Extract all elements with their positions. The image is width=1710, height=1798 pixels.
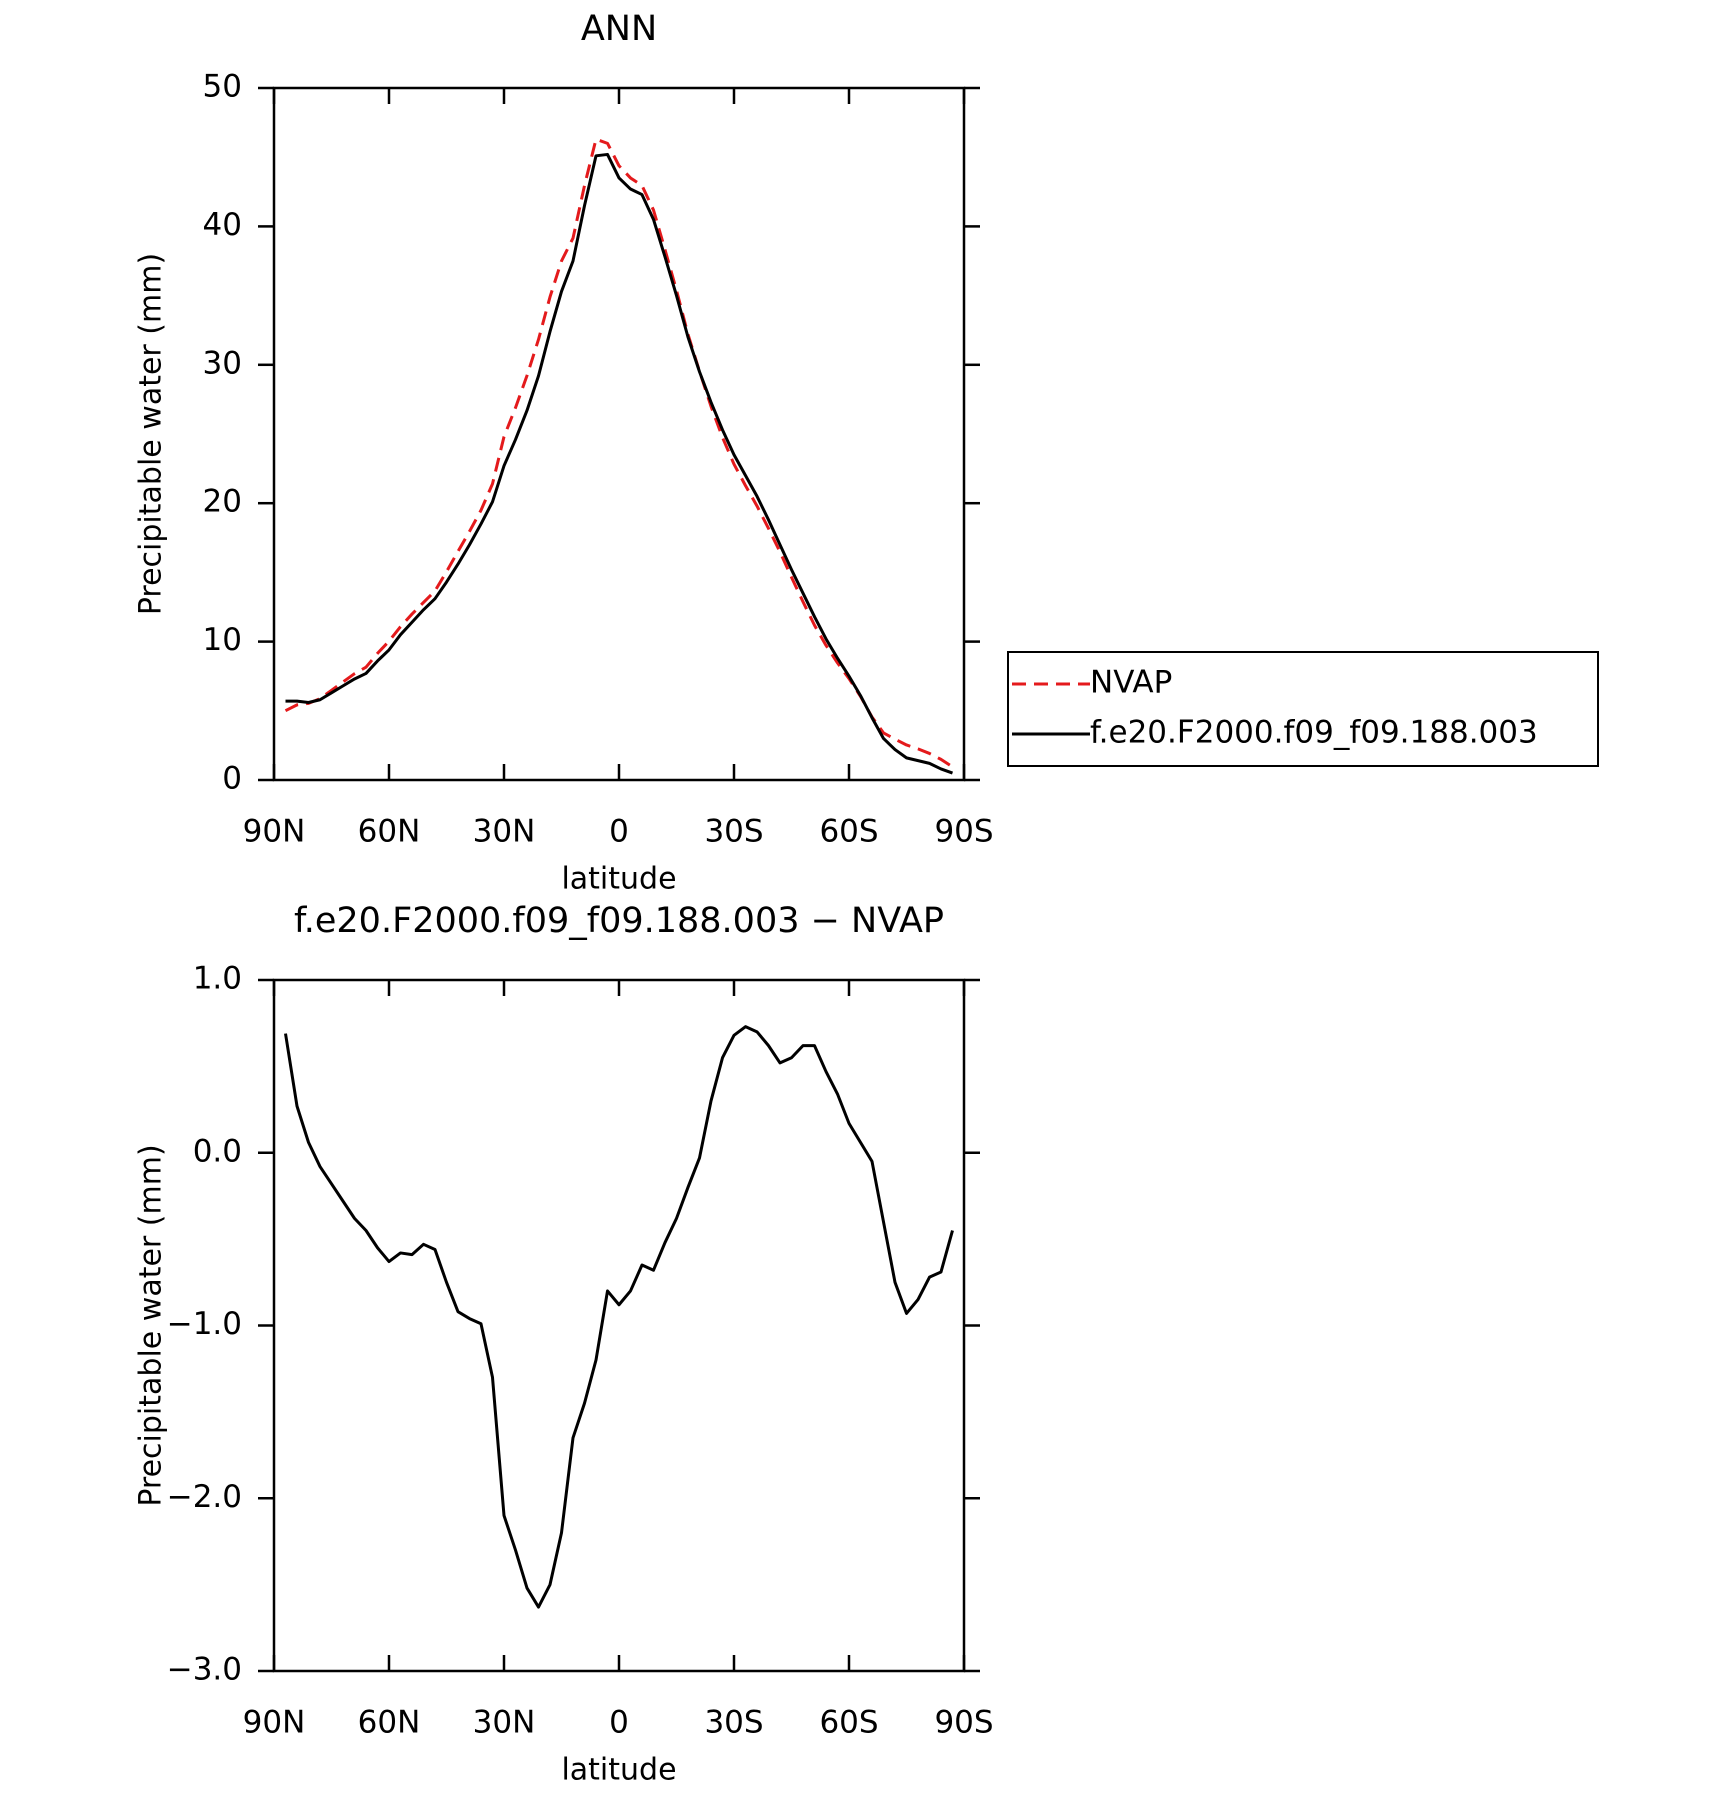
y-tick-label: −2.0: [167, 1479, 242, 1515]
x-tick-label: 60S: [819, 1705, 878, 1741]
y-tick-label: 50: [203, 69, 242, 105]
plot-frame: [272, 86, 966, 782]
y-tick-label: −3.0: [167, 1652, 242, 1688]
y-tick-label: −1.0: [167, 1306, 242, 1342]
x-tick-label: 30N: [473, 814, 536, 850]
y-tick-label: 20: [203, 484, 242, 520]
x-tick-label: 90S: [934, 814, 993, 850]
chart-title: f.e20.F2000.f09_f09.188.003 − NVAP: [294, 901, 944, 941]
legend-label: NVAP: [1090, 665, 1172, 701]
x-tick-label: 90N: [243, 814, 306, 850]
y-tick-label: 30: [203, 345, 242, 381]
x-tick-label: 0: [609, 814, 629, 850]
x-axis-label: latitude: [561, 862, 676, 897]
y-tick-label: 0: [222, 761, 242, 797]
x-tick-label: 60S: [819, 814, 878, 850]
x-tick-label: 90S: [934, 1705, 993, 1741]
x-tick-label: 60N: [358, 814, 421, 850]
y-tick-label: 40: [203, 207, 242, 243]
series-line: [284, 137, 954, 769]
legend-box: [1007, 651, 1599, 767]
y-tick-label: 1.0: [193, 961, 242, 997]
series-line: [285, 152, 954, 775]
plot-frame: [272, 978, 966, 1673]
y-axis-label: Precipitable water (mm): [134, 253, 169, 615]
x-tick-label: 90N: [243, 1705, 306, 1741]
series-line: [284, 1025, 954, 1609]
y-tick-label: 10: [203, 622, 242, 658]
y-tick-label: 0.0: [193, 1133, 242, 1169]
y-axis-label: Precipitable water (mm): [134, 1144, 169, 1506]
chart-title: ANN: [581, 9, 657, 49]
x-tick-label: 30N: [473, 1705, 536, 1741]
x-tick-label: 0: [609, 1705, 629, 1741]
legend-label: f.e20.F2000.f09_f09.188.003: [1090, 715, 1538, 751]
x-axis-label: latitude: [561, 1753, 676, 1788]
x-tick-label: 30S: [704, 1705, 763, 1741]
x-tick-label: 60N: [358, 1705, 421, 1741]
x-tick-label: 30S: [704, 814, 763, 850]
